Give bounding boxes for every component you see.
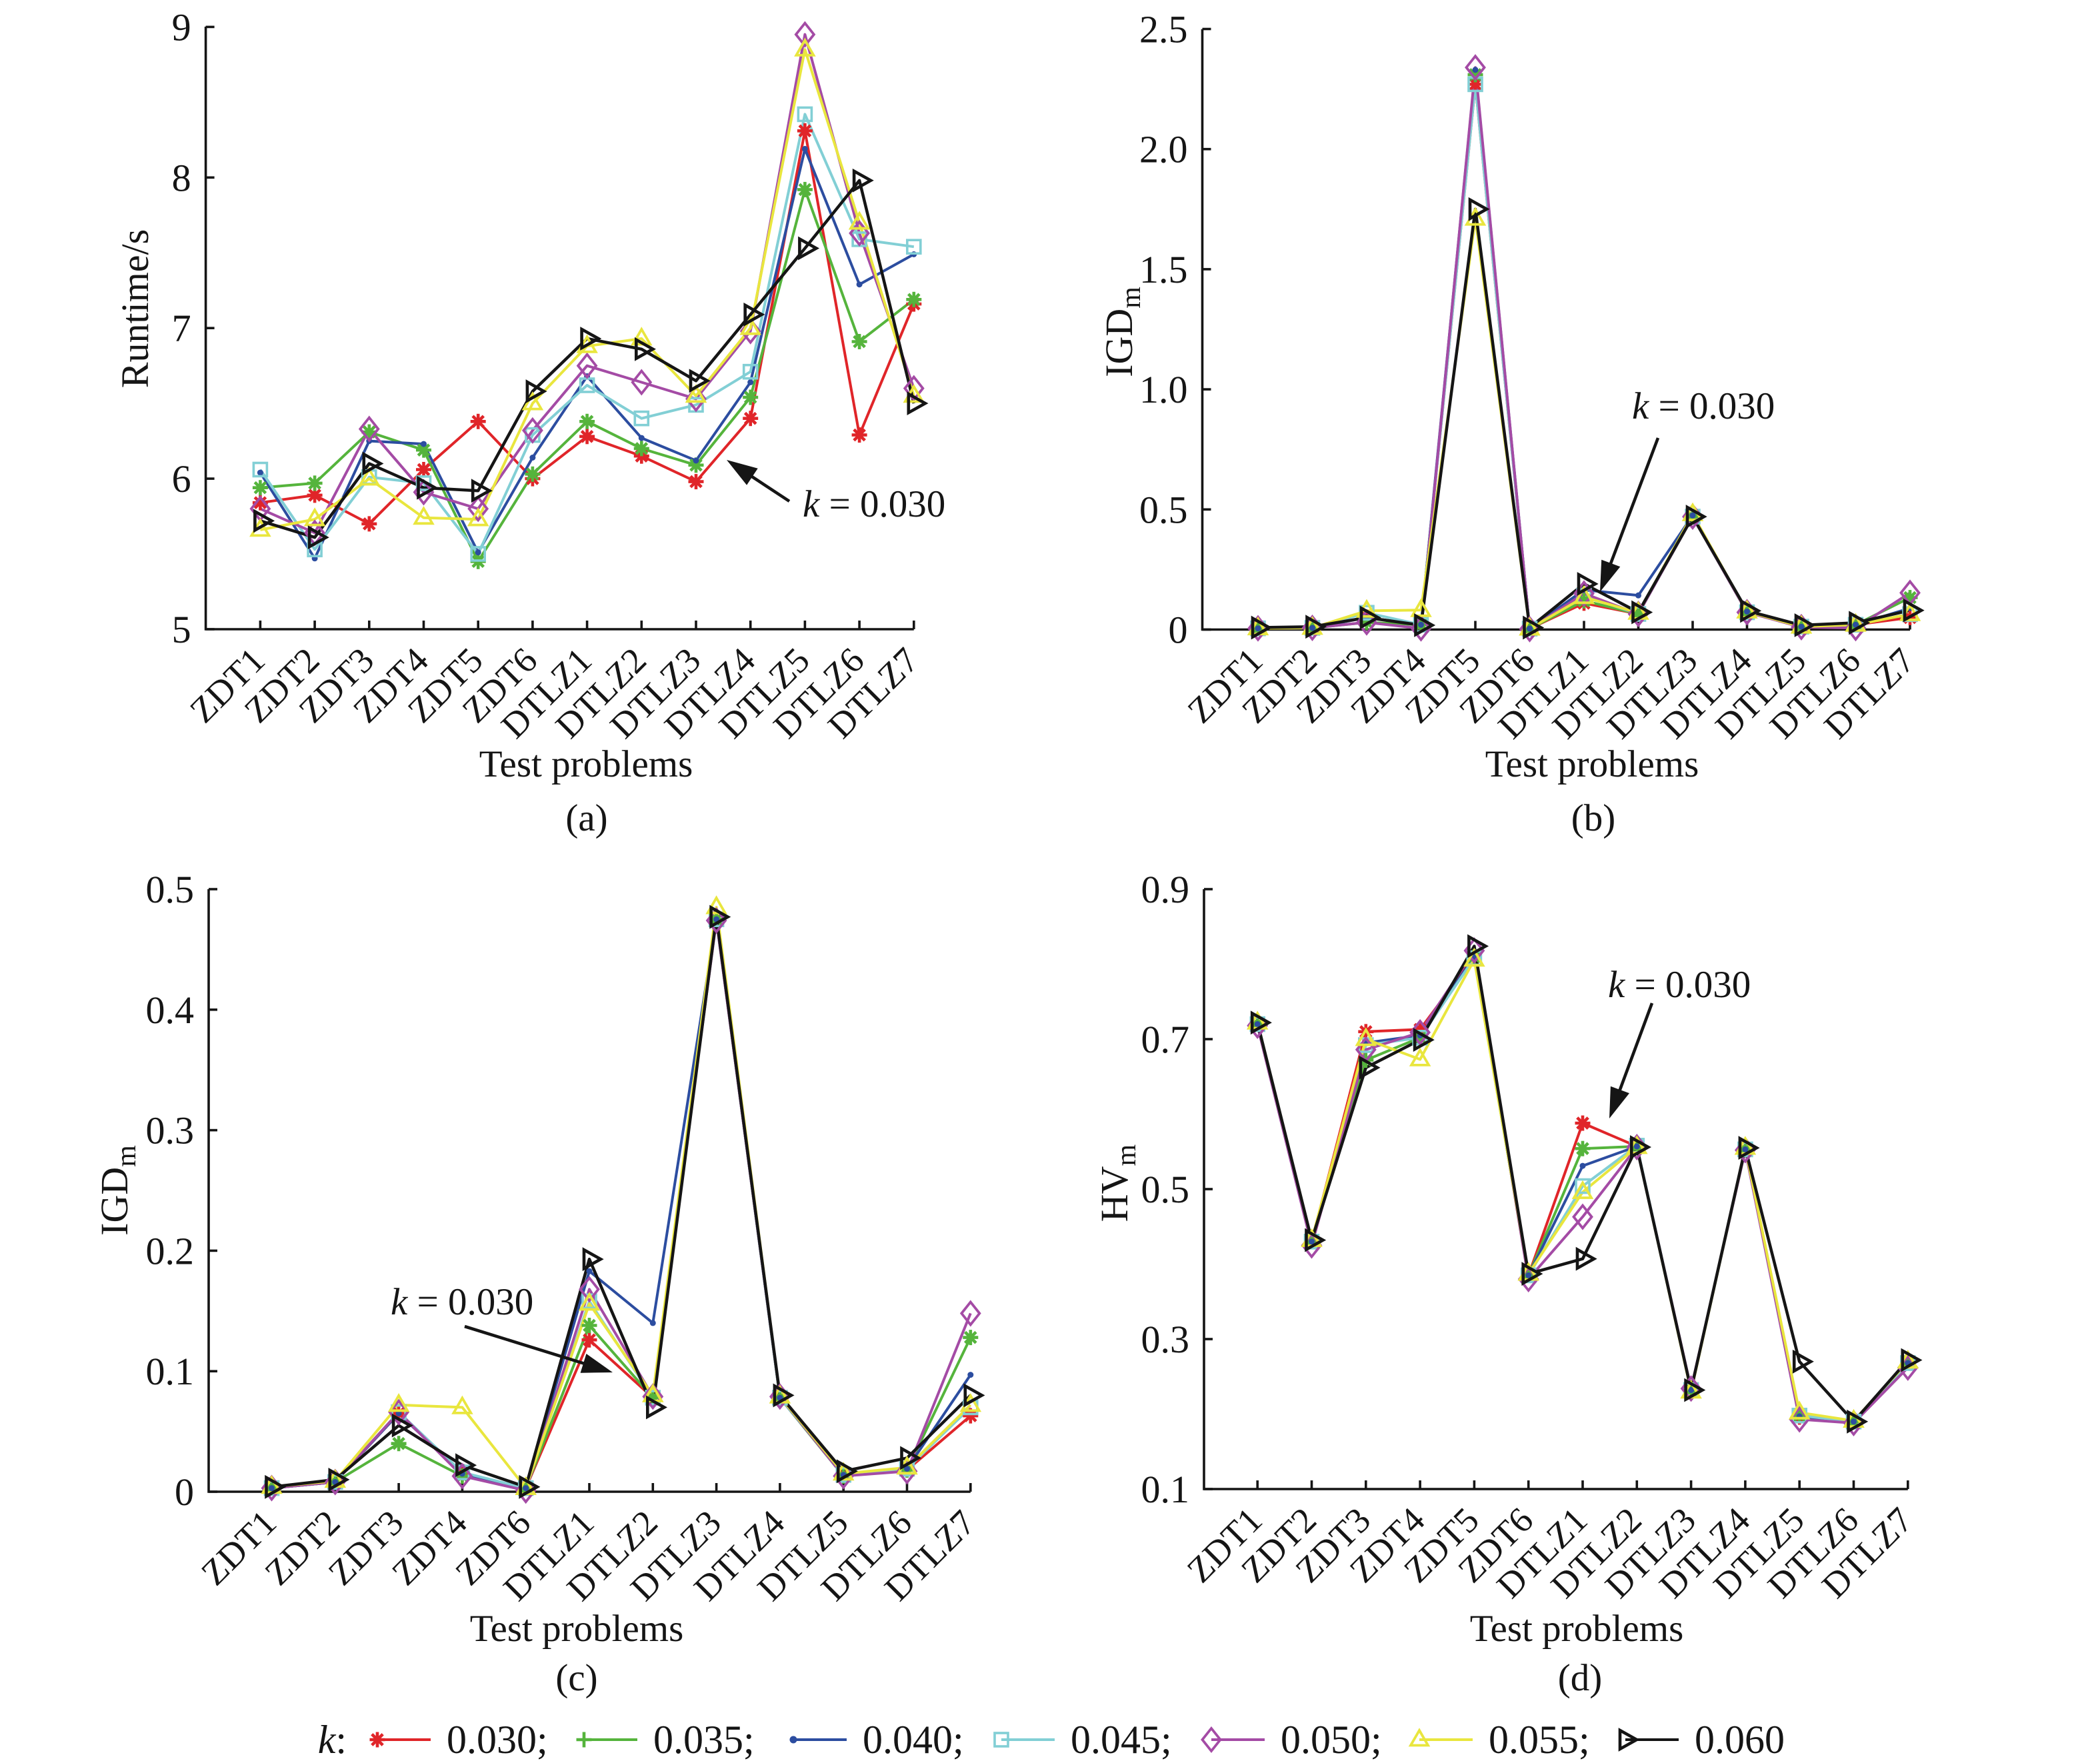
- svg-text:9: 9: [172, 5, 191, 49]
- svg-text:k = 0.030: k = 0.030: [391, 1281, 533, 1323]
- svg-text:Test problems: Test problems: [479, 743, 693, 785]
- svg-text:0.050;: 0.050;: [1281, 1718, 1382, 1762]
- svg-text:2.5: 2.5: [1139, 8, 1188, 51]
- svg-text:0.5: 0.5: [1141, 1168, 1190, 1211]
- svg-text:0.3: 0.3: [1141, 1318, 1190, 1361]
- svg-text:(d): (d): [1558, 1657, 1602, 1699]
- svg-text:Test problems: Test problems: [1470, 1608, 1684, 1650]
- svg-text:5: 5: [172, 608, 191, 651]
- svg-text:Test problems: Test problems: [470, 1608, 684, 1650]
- svg-text:k:: k:: [318, 1718, 347, 1762]
- svg-text:8: 8: [172, 156, 191, 199]
- svg-text:0.1: 0.1: [146, 1350, 195, 1393]
- svg-text:0.1: 0.1: [1141, 1468, 1190, 1511]
- svg-text:Test problems: Test problems: [1485, 743, 1699, 785]
- svg-text:(c): (c): [555, 1657, 597, 1699]
- svg-text:0.7: 0.7: [1141, 1018, 1190, 1061]
- svg-text:0.030;: 0.030;: [447, 1718, 548, 1762]
- svg-text:6: 6: [172, 457, 191, 501]
- svg-text:k = 0.030: k = 0.030: [1608, 964, 1751, 1006]
- svg-text:0.2: 0.2: [146, 1229, 195, 1272]
- svg-text:0.9: 0.9: [1141, 868, 1190, 911]
- svg-text:0.045;: 0.045;: [1071, 1718, 1172, 1762]
- svg-text:0.035;: 0.035;: [653, 1718, 755, 1762]
- svg-text:0.4: 0.4: [146, 988, 195, 1032]
- svg-text:k = 0.030: k = 0.030: [1632, 385, 1775, 427]
- svg-text:(b): (b): [1571, 797, 1615, 839]
- svg-text:0.055;: 0.055;: [1489, 1718, 1590, 1762]
- svg-text:0: 0: [1169, 609, 1188, 652]
- svg-text:0.5: 0.5: [1139, 488, 1188, 531]
- svg-text:0: 0: [175, 1470, 194, 1514]
- svg-text:7: 7: [172, 307, 191, 350]
- svg-text:(a): (a): [565, 797, 607, 839]
- svg-text:1.0: 1.0: [1139, 368, 1188, 411]
- svg-text:0.060: 0.060: [1695, 1718, 1785, 1762]
- svg-text:2.0: 2.0: [1139, 128, 1188, 171]
- svg-text:0.040;: 0.040;: [863, 1718, 964, 1762]
- svg-text:0.3: 0.3: [146, 1109, 195, 1152]
- svg-text:1.5: 1.5: [1139, 248, 1188, 291]
- svg-text:k = 0.030: k = 0.030: [803, 483, 945, 525]
- svg-text:Runtime/s: Runtime/s: [113, 229, 157, 388]
- svg-text:0.5: 0.5: [146, 868, 195, 911]
